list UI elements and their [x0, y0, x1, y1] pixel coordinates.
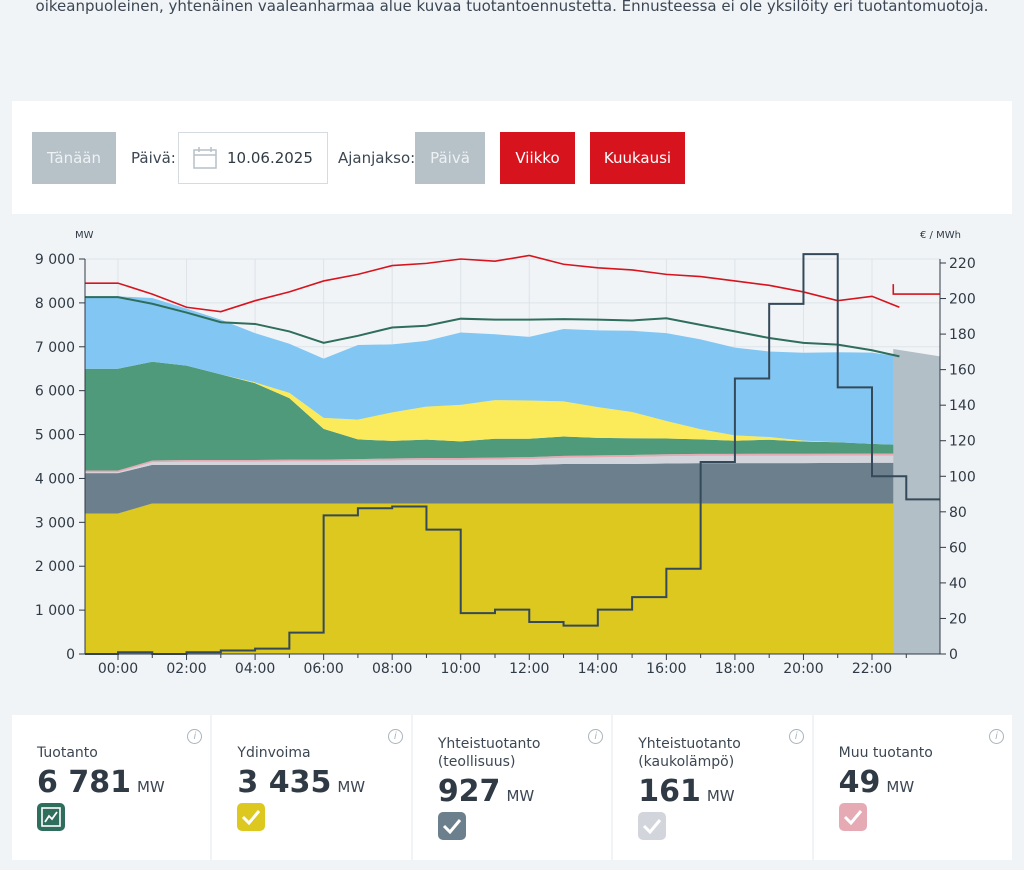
stat-name: Muu tuotanto: [838, 745, 933, 761]
right-tick-label: 120: [949, 434, 976, 450]
spot-price-step-line: [85, 253, 940, 655]
left-tick-label: 2 000: [35, 559, 75, 575]
date-controls-panel: Tänään Päivä: 10.06.2025 Ajanjakso: Päiv…: [12, 101, 1012, 214]
right-tick-label: 20: [949, 611, 967, 627]
stat-card-total: i Tuotanto 6 781 MW: [12, 715, 211, 860]
stats-row: i Tuotanto 6 781 MW i Ydinvoima 3 435 MW i…: [12, 715, 1013, 870]
calendar-icon: [193, 147, 217, 169]
x-tick-label: 06:00: [303, 661, 343, 677]
right-tick-label: 0: [949, 647, 958, 663]
x-tick-label: 12:00: [509, 661, 549, 677]
stat-value: 3 435 MW: [237, 765, 366, 800]
area-other: [85, 453, 900, 473]
left-tick-label: 1 000: [35, 603, 75, 619]
info-icon[interactable]: i: [187, 729, 203, 744]
stat-value: 6 781 MW: [37, 765, 165, 800]
stat-name: Yhteistuotanto (kaukolämpö): [638, 736, 741, 770]
info-icon[interactable]: i: [588, 729, 604, 744]
intro-text: oikeanpuoleinen, yhtenäinen vaaleanharma…: [35, 0, 989, 15]
left-tick-label: 9 000: [35, 252, 75, 268]
area-wind: [85, 296, 900, 445]
x-tick-label: 08:00: [372, 661, 412, 677]
area-chp_industry: [85, 462, 900, 514]
left-tick-label: 8 000: [35, 296, 75, 312]
stat-name: Tuotanto: [37, 745, 98, 761]
stat-value: 49 MW: [838, 765, 915, 800]
stat-card-other: i Muu tuotanto 49 MW: [813, 715, 1013, 860]
left-tick-label: 0: [66, 647, 75, 663]
stat-name: Yhteistuotanto (teollisuus): [437, 736, 541, 770]
right-tick-label: 140: [949, 398, 976, 414]
chart-svg: 0 1 000 2 000 3 000 4 000 5 000 6 000 7 000 8 00…: [35, 230, 976, 677]
chart-line-icon[interactable]: [37, 803, 65, 831]
left-tick-label: 6 000: [35, 384, 75, 400]
right-tick-label: 180: [949, 327, 976, 343]
stat-value: 927 MW: [437, 774, 535, 809]
stat-card-chp-industry: i Yhteistuotanto (teollisuus) 927 MW: [412, 715, 612, 860]
price-line: [85, 254, 900, 313]
date-picker[interactable]: 10.06.2025: [178, 132, 328, 184]
left-tick-label: 7 000: [35, 340, 75, 356]
period-day-button[interactable]: Päivä: [415, 132, 485, 184]
x-tick-label: 02:00: [166, 661, 206, 677]
right-tick-label: 100: [949, 469, 976, 485]
x-tick-label: 10:00: [441, 661, 481, 677]
forecast-area: [893, 348, 940, 654]
date-label: Päivä:: [131, 149, 176, 167]
left-tick-label: 5 000: [35, 428, 75, 444]
area-chp_district: [85, 455, 900, 474]
check-icon[interactable]: [437, 812, 466, 840]
period-label: Ajanjakso:: [338, 149, 416, 167]
today-button[interactable]: Tänään: [32, 132, 116, 184]
x-tick-label: 18:00: [715, 661, 755, 677]
date-value: 10.06.2025: [227, 149, 313, 167]
right-axis-unit: € / MWh: [920, 230, 961, 241]
left-tick-label: 3 000: [35, 515, 75, 531]
left-tick-label: 4 000: [35, 471, 75, 487]
period-month-button[interactable]: Kuukausi: [590, 132, 685, 184]
period-week-button[interactable]: Viikko: [500, 132, 575, 184]
x-tick-label: 20:00: [783, 661, 823, 677]
area-nuclear: [85, 503, 900, 654]
info-icon[interactable]: i: [788, 729, 804, 744]
right-tick-label: 160: [949, 363, 976, 379]
area-solar: [85, 361, 900, 445]
stat-name: Ydinvoima: [237, 745, 311, 761]
x-tick-label: 00:00: [98, 661, 138, 677]
stat-card-chp-district: i Yhteistuotanto (kaukolämpö) 161 MW: [613, 715, 812, 860]
check-icon[interactable]: [638, 812, 667, 840]
info-icon[interactable]: i: [387, 729, 403, 744]
right-tick-label: 60: [949, 540, 967, 556]
right-tick-label: 80: [949, 505, 967, 521]
check-icon[interactable]: [237, 803, 266, 831]
x-tick-label: 16:00: [646, 661, 686, 677]
info-icon[interactable]: i: [989, 729, 1005, 744]
x-tick-label: 22:00: [852, 661, 892, 677]
check-icon[interactable]: [838, 803, 867, 831]
right-tick-label: 200: [949, 292, 976, 308]
stat-value: 161 MW: [638, 774, 735, 809]
right-tick-label: 220: [949, 256, 976, 272]
price-line-forecast: [892, 284, 940, 295]
production-chart: 0 1 000 2 000 3 000 4 000 5 000 6 000 7 000 8 00…: [12, 214, 1012, 712]
stat-card-nuclear: i Ydinvoima 3 435 MW: [212, 715, 411, 860]
left-axis-unit: MW: [75, 230, 94, 241]
right-tick-label: 40: [949, 576, 967, 592]
x-tick-label: 04:00: [235, 661, 275, 677]
area-hydro: [85, 361, 900, 471]
x-tick-label: 14:00: [578, 661, 618, 677]
